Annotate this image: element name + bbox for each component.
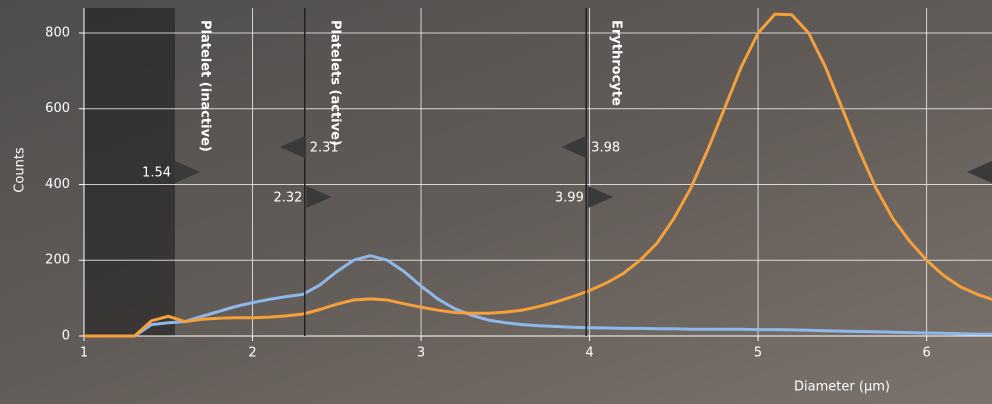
y-tick-label: 400	[45, 177, 70, 192]
x-tick-label: 1	[80, 346, 88, 361]
gate-label: 3.99	[555, 191, 584, 206]
gate-handle	[561, 136, 587, 158]
series-line	[84, 254, 992, 338]
excluded-region	[84, 8, 175, 336]
x-tick-label: 2	[248, 346, 256, 361]
series-line	[84, 12, 992, 338]
gate-label: 2.31	[310, 141, 339, 156]
region-label: Platelets (active)	[327, 20, 342, 146]
x-tick-label: 4	[585, 346, 593, 361]
y-tick-label: 0	[62, 329, 70, 344]
gate-handle	[967, 161, 992, 183]
y-tick-label: 600	[45, 101, 70, 116]
gate-handle	[306, 186, 332, 208]
y-tick-label: 200	[45, 253, 70, 268]
gate-handle	[175, 161, 200, 183]
region-label: Erythrocyte	[609, 20, 624, 106]
gate-label: 3.98	[591, 141, 620, 156]
y-tick-label: 800	[45, 25, 70, 40]
x-axis-label: Diameter (µm)	[794, 380, 890, 395]
gate-handle	[587, 186, 613, 208]
gate-handle	[279, 136, 305, 158]
gate-label: 2.32	[273, 191, 302, 206]
x-tick-label: 6	[922, 346, 930, 361]
x-tick-label: 5	[754, 346, 762, 361]
y-axis-label: Counts	[13, 147, 28, 193]
region-label: Platelet (inactive)	[198, 20, 213, 152]
x-tick-label: 3	[417, 346, 425, 361]
gate-label: 1.54	[142, 166, 171, 181]
